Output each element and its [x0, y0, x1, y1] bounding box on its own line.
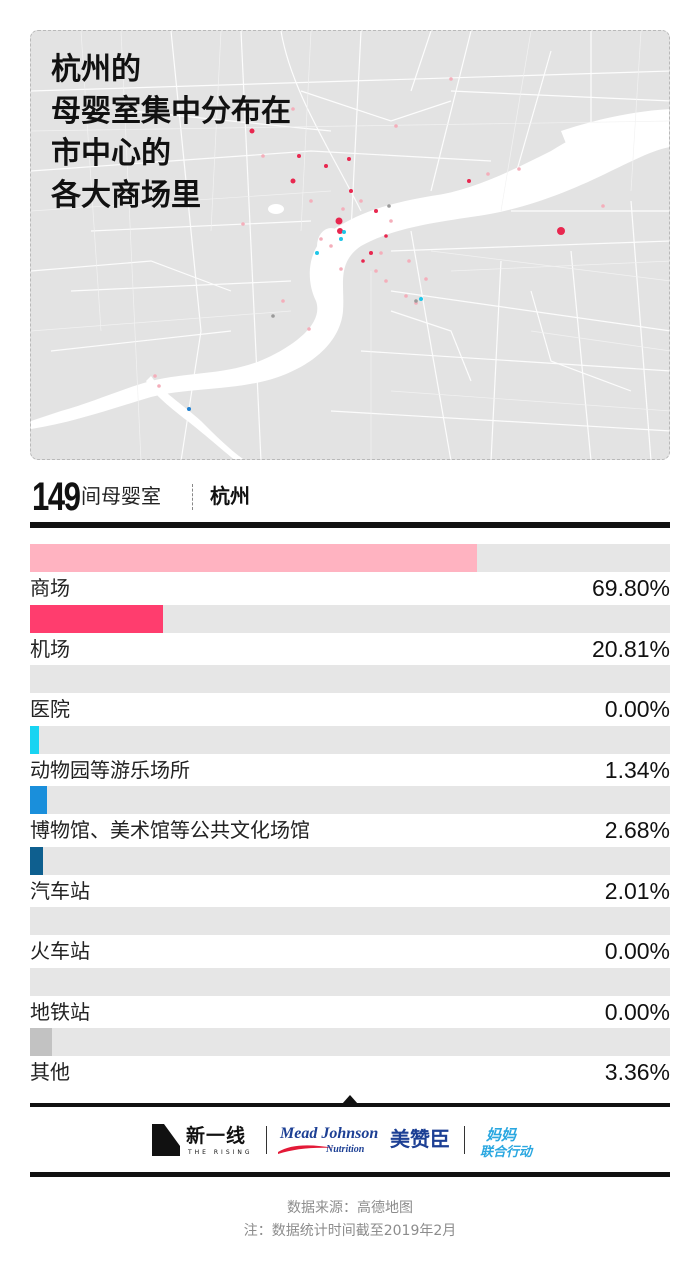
river-bay [561, 109, 669, 156]
category-label: 火车站 [30, 939, 90, 963]
mead-johnson-logo: Mead Johnson Nutrition [276, 1122, 396, 1162]
value-label: 1.34% [604, 756, 670, 783]
map-title: 杭州的 母婴室集中分布在 市中心的 各大商场里 [51, 49, 351, 217]
category-label: 其他 [30, 1060, 70, 1084]
bar-track [30, 846, 670, 875]
value-label: 2.68% [604, 817, 670, 843]
header-rule [30, 522, 670, 528]
bar [30, 544, 477, 572]
xinyixian-mark-icon [152, 1124, 180, 1156]
category-label: 医院 [30, 697, 70, 721]
mama-action-logo: 妈妈 联合行动 [480, 1122, 552, 1162]
value-label: 2.01% [604, 877, 670, 904]
bar-chart: 商场 69.80% 机场 20.81% 医院 0.00% 动物园等游乐场所 1.34% 博物馆、… [30, 544, 670, 1089]
footnote: 注：数据统计时间截至2019年2月 [243, 1223, 457, 1239]
nursing-room-dots [153, 77, 605, 411]
xinyixian-sub: THE RISING [188, 1149, 253, 1156]
map-title-line: 杭州的 [51, 52, 141, 87]
bar-row: 汽车站 2.01% [30, 846, 670, 907]
value-label: 0.00% [604, 998, 670, 1025]
category-label: 地铁站 [30, 999, 90, 1024]
bar-track [30, 725, 670, 754]
city-name: 杭州 [210, 484, 250, 508]
value-label: 0.00% [604, 696, 670, 722]
value-label: 20.81% [591, 635, 670, 662]
data-source: 数据来源：高德地图 [287, 1200, 413, 1216]
bar-row: 动物园等游乐场所 1.34% [30, 725, 670, 786]
bar-row: 地铁站 0.00% [30, 967, 670, 1028]
bar-track [30, 544, 670, 572]
bar-track [30, 604, 670, 633]
swoosh-icon [278, 1145, 334, 1154]
pond [268, 204, 284, 214]
sponsor-logos: 新一线 THE RISING Mead Johnson Nutrition 美赞… [30, 1110, 670, 1172]
logo-divider [464, 1126, 465, 1154]
bar-row: 商场 69.80% [30, 544, 670, 604]
mead-johnson-name: Mead Johnson [280, 1125, 379, 1142]
category-label: 机场 [30, 636, 70, 661]
chart-bottom-rule [30, 1103, 670, 1107]
value-label: 69.80% [591, 575, 670, 601]
map-panel: 杭州的 母婴室集中分布在 市中心的 各大商场里 [30, 30, 670, 460]
xinyixian-logo: 新一线 THE RISING [150, 1122, 260, 1162]
bar-row: 机场 20.81% [30, 604, 670, 665]
road-network [31, 31, 669, 459]
room-count: 149 [32, 475, 81, 519]
bar [30, 725, 39, 754]
xinyixian-name: 新一线 [186, 1125, 247, 1147]
logo-divider [266, 1126, 267, 1154]
bar-row: 其他 3.36% [30, 1028, 670, 1088]
chart-header: 149 间母婴室 杭州 [30, 474, 670, 524]
category-label: 动物园等游乐场所 [30, 757, 190, 782]
category-label: 博物馆、美术馆等公共文化场馆 [30, 818, 310, 842]
minor-roads [31, 31, 669, 459]
bar-track [30, 907, 670, 935]
category-label: 商场 [30, 576, 70, 600]
map-title-line: 母婴室集中分布在 [51, 94, 291, 129]
category-label: 汽车站 [30, 878, 90, 903]
bar [30, 846, 43, 875]
room-count-label: 间母婴室 [81, 484, 161, 508]
bar-row: 医院 0.00% [30, 665, 670, 725]
map-title-line: 各大商场里 [51, 178, 201, 213]
river [31, 117, 669, 429]
map-title-line: 市中心的 [51, 136, 171, 171]
bar [30, 786, 48, 814]
map-canvas [31, 31, 669, 459]
value-label: 0.00% [604, 938, 670, 964]
value-label: 3.36% [604, 1059, 670, 1085]
bar [30, 604, 164, 633]
bar-row: 博物馆、美术馆等公共文化场馆 2.68% [30, 786, 670, 846]
bar-track [30, 967, 670, 996]
mead-johnson-sub: Nutrition [326, 1144, 365, 1155]
header-divider [192, 484, 193, 510]
mama-action-top: 妈妈 [486, 1126, 517, 1144]
bar-track [30, 786, 670, 814]
mama-action-bottom: 联合行动 [480, 1145, 533, 1160]
footer-rule [30, 1172, 670, 1177]
bar-row: 火车站 0.00% [30, 907, 670, 967]
meizanchen-logo: 美赞臣 [390, 1127, 450, 1151]
bar-track [30, 665, 670, 693]
river-lower [146, 376, 244, 459]
bar-track [30, 1028, 670, 1056]
pointer-triangle [342, 1095, 358, 1104]
bar [30, 1028, 52, 1056]
